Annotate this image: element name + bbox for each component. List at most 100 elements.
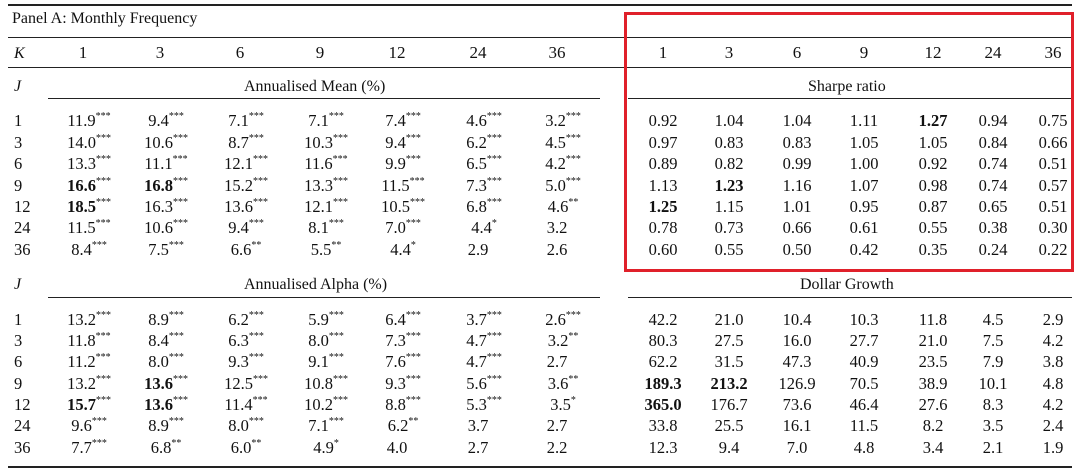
alpha-cell: 6.2*** — [228, 309, 264, 329]
row-label-bottom-6: 6 — [14, 352, 23, 371]
dollar-cell: 25.5 — [714, 416, 744, 435]
sharpe-cell: 1.00 — [849, 154, 879, 173]
dollar-cell: 7.9 — [982, 352, 1004, 371]
alpha-cell: 8.4*** — [148, 330, 184, 350]
sharpe-cell: 0.66 — [782, 218, 812, 237]
alpha-cell: 6.8** — [150, 437, 182, 457]
dollar-cell: 4.2 — [1042, 331, 1064, 350]
alpha-cell: 3.7 — [467, 416, 489, 435]
alpha-cell: 9.3*** — [228, 351, 264, 371]
sharpe-cell: 0.83 — [714, 133, 744, 152]
mean-cell: 9.9*** — [385, 153, 421, 173]
dollar-cell: 40.9 — [849, 352, 879, 371]
alpha-cell: 8.9*** — [148, 415, 184, 435]
mean-cell: 13.6*** — [224, 196, 268, 216]
dollar-cell: 23.5 — [918, 352, 948, 371]
dollar-cell: 31.5 — [714, 352, 744, 371]
panel-title: Panel A: Monthly Frequency — [12, 10, 198, 27]
dollar-cell: 8.3 — [982, 395, 1004, 414]
k-header-left-9: 9 — [315, 43, 325, 62]
k-header-left-12: 12 — [388, 43, 406, 62]
sharpe-cell: 0.84 — [978, 133, 1008, 152]
alpha-section-rule — [48, 297, 600, 298]
sharpe-cell: 0.95 — [849, 197, 879, 216]
alpha-cell: 5.6*** — [466, 373, 502, 393]
sharpe-cell: 0.60 — [648, 240, 678, 259]
dollar-cell: 9.4 — [718, 438, 740, 457]
sharpe-cell: 1.04 — [782, 111, 812, 130]
dollar-cell: 62.2 — [648, 352, 678, 371]
alpha-cell: 4.7*** — [466, 330, 502, 350]
mean-cell: 15.2*** — [224, 175, 268, 195]
alpha-cell: 6.0** — [230, 437, 262, 457]
dollar-cell: 27.5 — [714, 331, 744, 350]
k-label: K — [14, 45, 25, 62]
mean-cell: 7.1*** — [308, 110, 344, 130]
alpha-cell: 7.6*** — [385, 351, 421, 371]
section-title-dollar: Dollar Growth — [800, 276, 894, 293]
dollar-cell: 4.8 — [853, 438, 875, 457]
alpha-cell: 11.4*** — [224, 394, 268, 414]
alpha-cell: 6.3*** — [228, 330, 264, 350]
dollar-cell: 38.9 — [918, 374, 948, 393]
dollar-cell: 10.4 — [782, 310, 812, 329]
dollar-cell: 80.3 — [648, 331, 678, 350]
row-label-top-1: 1 — [14, 111, 23, 130]
mean-cell: 4.5*** — [545, 132, 581, 152]
sharpe-cell: 0.57 — [1038, 176, 1068, 195]
sharpe-cell: 0.50 — [782, 240, 812, 259]
mean-cell: 5.0*** — [545, 175, 581, 195]
alpha-cell: 3.6** — [547, 373, 579, 393]
mean-cell: 4.4* — [390, 239, 416, 259]
dollar-cell: 7.0 — [786, 438, 808, 457]
mean-cell: 3.2 — [546, 218, 568, 237]
sharpe-cell: 1.15 — [714, 197, 744, 216]
sharpe-cell: 0.55 — [918, 218, 948, 237]
mean-cell: 11.1*** — [144, 153, 188, 173]
sharpe-cell: 0.75 — [1038, 111, 1068, 130]
mean-cell: 9.4*** — [228, 217, 264, 237]
mean-cell: 4.6*** — [466, 110, 502, 130]
alpha-cell: 13.2*** — [67, 309, 111, 329]
sharpe-cell: 0.35 — [918, 240, 948, 259]
mean-cell: 14.0*** — [67, 132, 111, 152]
sharpe-cell: 0.92 — [648, 111, 678, 130]
sharpe-cell: 0.51 — [1038, 154, 1068, 173]
sharpe-cell: 0.74 — [978, 154, 1008, 173]
dollar-cell: 213.2 — [710, 374, 748, 393]
mean-cell: 6.5*** — [466, 153, 502, 173]
sharpe-cell: 0.22 — [1038, 240, 1068, 259]
alpha-cell: 12.5*** — [224, 373, 268, 393]
k-header-left-6: 6 — [235, 43, 245, 62]
alpha-cell: 2.2 — [546, 438, 568, 457]
sharpe-cell: 1.13 — [648, 176, 678, 195]
dollar-cell: 21.0 — [918, 331, 948, 350]
mean-cell: 11.6*** — [304, 153, 348, 173]
k-header-rule — [8, 67, 1072, 68]
mean-cell: 9.4*** — [148, 110, 184, 130]
dollar-cell: 3.5 — [982, 416, 1004, 435]
mean-cell: 2.6 — [546, 240, 568, 259]
k-header-left-1: 1 — [78, 43, 88, 62]
alpha-cell: 6.4*** — [385, 309, 421, 329]
mean-cell: 4.4* — [471, 217, 497, 237]
section-title-mean: Annualised Mean (%) — [244, 78, 386, 95]
alpha-cell: 2.7 — [546, 416, 568, 435]
alpha-cell: 8.8*** — [385, 394, 421, 414]
j-label-bottom: J — [14, 276, 22, 293]
row-label-bottom-24: 24 — [14, 416, 31, 435]
sharpe-cell: 1.01 — [782, 197, 812, 216]
row-label-top-24: 24 — [14, 218, 31, 237]
mean-cell: 5.5** — [310, 239, 342, 259]
mean-cell: 10.5*** — [381, 196, 425, 216]
alpha-cell: 13.2*** — [67, 373, 111, 393]
dollar-cell: 8.2 — [922, 416, 944, 435]
sharpe-cell: 0.87 — [918, 197, 948, 216]
row-label-top-36: 36 — [14, 240, 31, 259]
alpha-cell: 10.2*** — [304, 394, 348, 414]
sharpe-cell: 0.78 — [648, 218, 678, 237]
sharpe-cell: 0.74 — [978, 176, 1008, 195]
mean-cell: 11.5*** — [67, 217, 111, 237]
sharpe-cell: 0.55 — [714, 240, 744, 259]
sharpe-cell: 0.94 — [978, 111, 1008, 130]
